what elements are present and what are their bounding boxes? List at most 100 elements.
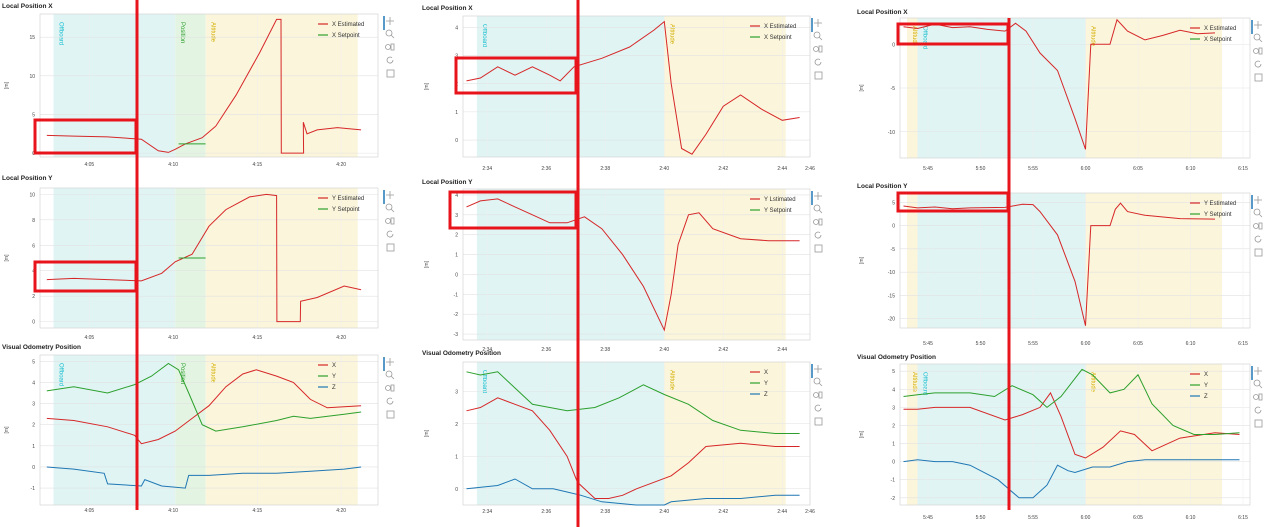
zoom-glyph bbox=[1253, 379, 1261, 387]
wheel-zoom-icon[interactable] bbox=[1253, 47, 1263, 55]
save-icon[interactable] bbox=[386, 410, 395, 419]
move-icon[interactable] bbox=[386, 358, 394, 366]
save-icon[interactable] bbox=[1254, 248, 1263, 257]
wheel-zoom-icon[interactable] bbox=[1253, 393, 1263, 401]
reset-icon[interactable] bbox=[814, 404, 822, 412]
move-icon[interactable] bbox=[814, 192, 822, 200]
move-icon[interactable] bbox=[386, 17, 394, 25]
mode-label: Offboard bbox=[58, 363, 64, 386]
x-tick-label: 4:10 bbox=[168, 162, 178, 168]
y-axis-label: [m] bbox=[424, 260, 430, 268]
zoom-icon[interactable] bbox=[385, 29, 395, 39]
x-tick-label: 2:40 bbox=[659, 166, 669, 172]
chart-panel-1: Local Position X Offboard Position Altitude… bbox=[2, 3, 395, 168]
y-tick-label: -20 bbox=[888, 317, 895, 323]
chart-panel-9: Visual Odometry Position Altitude Offboard… bbox=[857, 354, 1263, 521]
x-tick-label: 4:05 bbox=[84, 508, 94, 514]
y-axis-label: [m] bbox=[859, 256, 865, 264]
wheel-zoom-icon[interactable] bbox=[385, 43, 395, 51]
zoom-icon[interactable] bbox=[385, 203, 395, 213]
move-glyph bbox=[386, 358, 394, 366]
chart-title: Visual Odometry Position bbox=[2, 344, 81, 351]
legend-label: X Setpoint bbox=[764, 35, 792, 41]
zoom-glyph bbox=[813, 204, 821, 212]
x-tick-label: 2:44 bbox=[777, 166, 787, 172]
save-icon[interactable] bbox=[1254, 419, 1263, 428]
series-line-x-estimated bbox=[903, 18, 1216, 150]
move-icon[interactable] bbox=[1254, 196, 1262, 204]
y-tick-label: 2 bbox=[455, 233, 458, 239]
zoom-icon[interactable] bbox=[813, 204, 823, 214]
mode-label: Offboard bbox=[58, 22, 64, 45]
zoom-glyph bbox=[385, 370, 393, 378]
save-icon[interactable] bbox=[814, 71, 823, 80]
legend-label: X bbox=[332, 363, 336, 369]
mode-band-offboard bbox=[476, 362, 665, 505]
zoom-icon[interactable] bbox=[385, 370, 395, 380]
reset-icon[interactable] bbox=[386, 56, 394, 64]
zoom-handle bbox=[390, 375, 395, 380]
move-icon[interactable] bbox=[814, 365, 822, 373]
mode-band-altitude bbox=[205, 355, 358, 505]
y-tick-label: 4 bbox=[455, 25, 458, 31]
zoom-icon[interactable] bbox=[1253, 33, 1263, 43]
zoom-icon[interactable] bbox=[813, 377, 823, 387]
series-line-y-estimated bbox=[903, 202, 1216, 326]
save-icon[interactable] bbox=[814, 417, 823, 426]
y-tick-label: 5 bbox=[892, 369, 895, 375]
x-tick-label: 2:42 bbox=[718, 509, 728, 515]
reset-icon[interactable] bbox=[386, 230, 394, 238]
save-icon[interactable] bbox=[814, 244, 823, 253]
move-icon[interactable] bbox=[386, 191, 394, 199]
y-tick-label: -2 bbox=[891, 496, 896, 502]
zoom-handle bbox=[1258, 384, 1263, 389]
reset-glyph bbox=[386, 230, 394, 238]
reset-icon[interactable] bbox=[814, 231, 822, 239]
zoom-icon[interactable] bbox=[1253, 208, 1263, 218]
x-tick-label: 5:50 bbox=[976, 166, 986, 172]
move-glyph bbox=[814, 19, 822, 27]
wheel-zoom-icon[interactable] bbox=[813, 218, 823, 226]
x-tick-label: 2:44 bbox=[777, 347, 787, 353]
wheel-zoom-icon[interactable] bbox=[813, 391, 823, 399]
y-tick-label: 3 bbox=[455, 53, 458, 59]
wheel-zoom-icon[interactable] bbox=[813, 45, 823, 53]
plot-frame bbox=[39, 354, 379, 506]
reset-icon[interactable] bbox=[1254, 60, 1262, 68]
save-icon[interactable] bbox=[1254, 73, 1263, 82]
zoom-handle bbox=[818, 36, 823, 41]
mode-band-altitude bbox=[664, 189, 786, 340]
mode-band-offboard bbox=[476, 189, 665, 340]
wheel-zoom-icon[interactable] bbox=[385, 384, 395, 392]
wheel-zoom-icon[interactable] bbox=[385, 217, 395, 225]
mode-band-offboard bbox=[53, 14, 176, 157]
legend-label: Y Setpoint bbox=[1204, 212, 1232, 218]
y-tick-label: -5 bbox=[891, 86, 896, 92]
x-tick-label: 4:05 bbox=[84, 335, 94, 341]
chart-panel-6: Visual Odometry Position Offboard Altitude… bbox=[422, 350, 823, 515]
reset-icon[interactable] bbox=[1254, 406, 1262, 414]
save-icon[interactable] bbox=[386, 69, 395, 78]
mode-band-position bbox=[175, 355, 206, 505]
x-tick-label: 2:42 bbox=[718, 347, 728, 353]
reset-icon[interactable] bbox=[814, 58, 822, 66]
x-tick-label: 4:15 bbox=[252, 335, 262, 341]
move-icon[interactable] bbox=[814, 19, 822, 27]
x-tick-label: 5:45 bbox=[923, 515, 933, 521]
reset-icon[interactable] bbox=[386, 397, 394, 405]
zoom-icon[interactable] bbox=[813, 31, 823, 41]
wheel-glyph bbox=[813, 392, 819, 398]
move-icon[interactable] bbox=[1254, 367, 1262, 375]
zoom-glyph bbox=[1253, 208, 1261, 216]
mode-band-altitude bbox=[664, 362, 786, 505]
mode-label: Altitude bbox=[668, 24, 674, 45]
zoom-handle bbox=[818, 209, 823, 214]
move-icon[interactable] bbox=[1254, 21, 1262, 29]
zoom-icon[interactable] bbox=[1253, 379, 1263, 389]
reset-icon[interactable] bbox=[1254, 235, 1262, 243]
move-glyph bbox=[1254, 367, 1262, 375]
wheel-zoom-icon[interactable] bbox=[1253, 222, 1263, 230]
save-icon[interactable] bbox=[386, 243, 395, 252]
